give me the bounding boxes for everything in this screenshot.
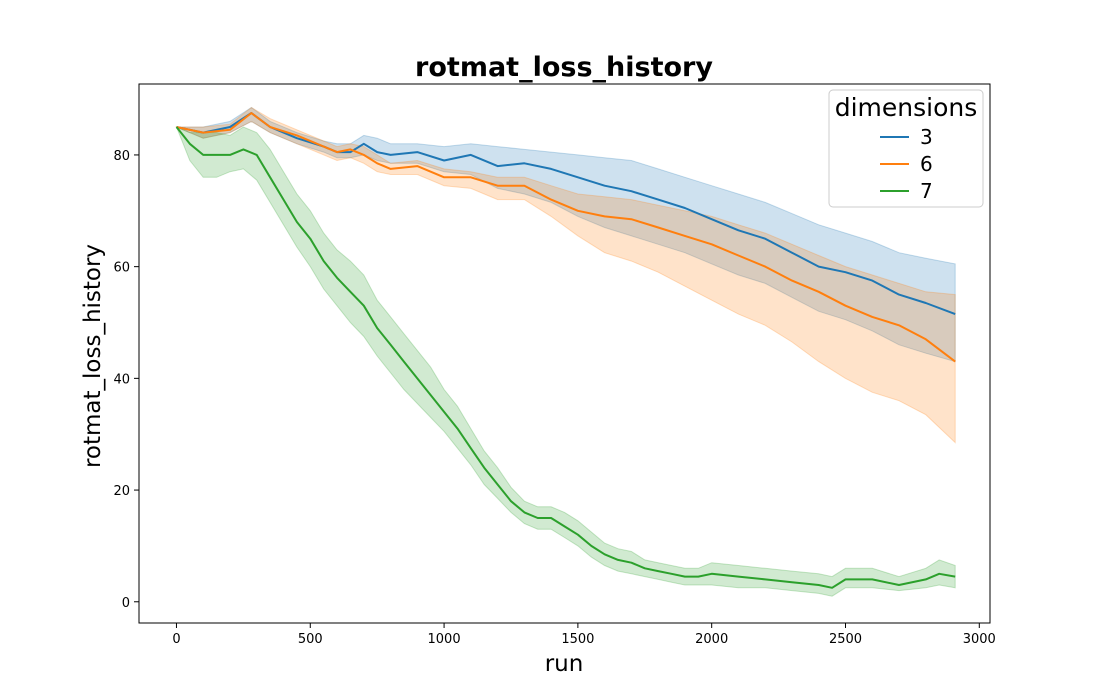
y-tick-label: 0 [122,596,130,611]
series-lines [175,112,956,589]
series-line-3 [176,112,956,316]
confidence-band-3 [176,106,956,363]
x-tick-label: 3000 [963,632,996,647]
x-tick-label: 500 [298,632,323,647]
y-tick-label: 40 [113,372,130,387]
confidence-band-7 [175,126,956,597]
x-axis-ticks: 0 500 1000 1500 2000 2500 3000 [172,623,996,647]
legend-label-6: 6 [920,152,933,176]
y-tick-label: 20 [113,484,130,499]
y-tick-label: 60 [113,261,130,276]
plot-area-frame [138,83,991,624]
series-line-7 [175,126,956,589]
legend-label-7: 7 [920,179,933,203]
legend-entries: 3 6 7 [880,125,933,203]
chart-title: rotmat_loss_history [415,52,713,83]
x-tick-label: 1500 [561,632,594,647]
y-tick-label: 80 [113,149,130,164]
legend-label-3: 3 [920,125,933,149]
y-axis-label: rotmat_loss_history [80,244,106,468]
y-axis-ticks: 0 20 40 60 80 [113,149,139,611]
series-line-6 [176,112,956,363]
x-tick-label: 2000 [695,632,728,647]
legend: dimensions 3 6 7 [828,89,984,208]
confidence-bands [175,106,956,597]
x-tick-label: 2500 [829,632,862,647]
legend-title: dimensions [835,93,978,122]
legend-box [828,89,984,208]
confidence-band-6 [176,106,956,444]
x-axis-label: run [545,651,584,677]
x-tick-label: 0 [172,632,180,647]
x-tick-label: 1000 [428,632,461,647]
